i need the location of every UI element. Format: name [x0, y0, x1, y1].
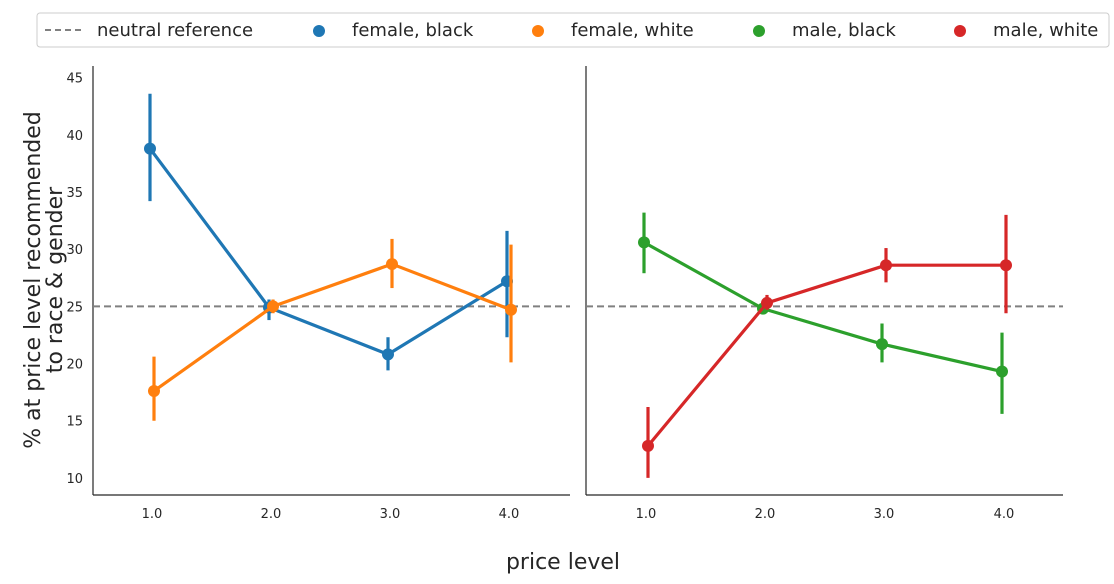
data-point	[880, 259, 892, 272]
legend-marker-female-white	[532, 25, 544, 37]
y-tick-label: 15	[66, 415, 83, 430]
data-point	[638, 236, 650, 249]
panel-right: 1.0 2.0 3.0 4.0	[585, 66, 1063, 522]
y-tick-label: 35	[66, 186, 83, 201]
data-point	[996, 365, 1008, 378]
data-point	[1000, 259, 1012, 272]
y-tick-label: 25	[66, 300, 83, 315]
legend-reference-label: neutral reference	[97, 20, 253, 41]
data-point	[148, 384, 160, 397]
data-point	[144, 142, 156, 155]
x-tick-label: 4.0	[994, 507, 1015, 522]
x-tick-label: 1.0	[142, 507, 163, 522]
data-point	[505, 303, 517, 316]
legend-label-female-black: female, black	[352, 20, 474, 41]
legend-label-male-white: male, white	[993, 20, 1098, 41]
y-axis-title: % at price level recommended to race & g…	[21, 111, 68, 449]
data-point	[761, 296, 773, 309]
series-line	[643, 240, 1003, 374]
x-axis-title: price level	[506, 550, 620, 575]
data-point	[382, 348, 394, 361]
x-tick-label: 3.0	[874, 507, 895, 522]
series-line	[153, 262, 512, 393]
legend-label-male-black: male, black	[792, 20, 896, 41]
y-tick-label: 20	[66, 358, 83, 373]
data-point	[386, 258, 398, 271]
panel-left: 10 15 20 25 30 35 40 45 1.0 2.0 3.0 4.0	[66, 66, 570, 522]
y-tick-label: 10	[66, 472, 83, 487]
x-tick-label: 1.0	[636, 507, 657, 522]
series-line	[148, 147, 508, 356]
y-tick-label: 45	[66, 72, 83, 87]
legend-marker-male-black	[753, 25, 765, 37]
x-tick-label: 3.0	[380, 507, 401, 522]
x-tick-label: 4.0	[499, 507, 520, 522]
legend-marker-female-black	[313, 25, 325, 37]
y-axis-title-line-2: to race & gender	[43, 186, 68, 373]
legend-frame	[36, 12, 1110, 48]
y-axis-title-line-1: % at price level recommended	[21, 111, 46, 449]
y-tick-label: 40	[66, 129, 83, 144]
y-tick-label: 30	[66, 243, 83, 258]
x-tick-label: 2.0	[755, 507, 776, 522]
series-line	[646, 263, 1006, 447]
data-point	[642, 439, 654, 452]
data-point	[267, 300, 279, 313]
legend: neutral reference female, black female, …	[36, 12, 1110, 48]
legend-label-female-white: female, white	[571, 20, 694, 41]
data-point	[876, 338, 888, 351]
legend-marker-male-white	[954, 25, 966, 37]
x-tick-label: 2.0	[261, 507, 282, 522]
